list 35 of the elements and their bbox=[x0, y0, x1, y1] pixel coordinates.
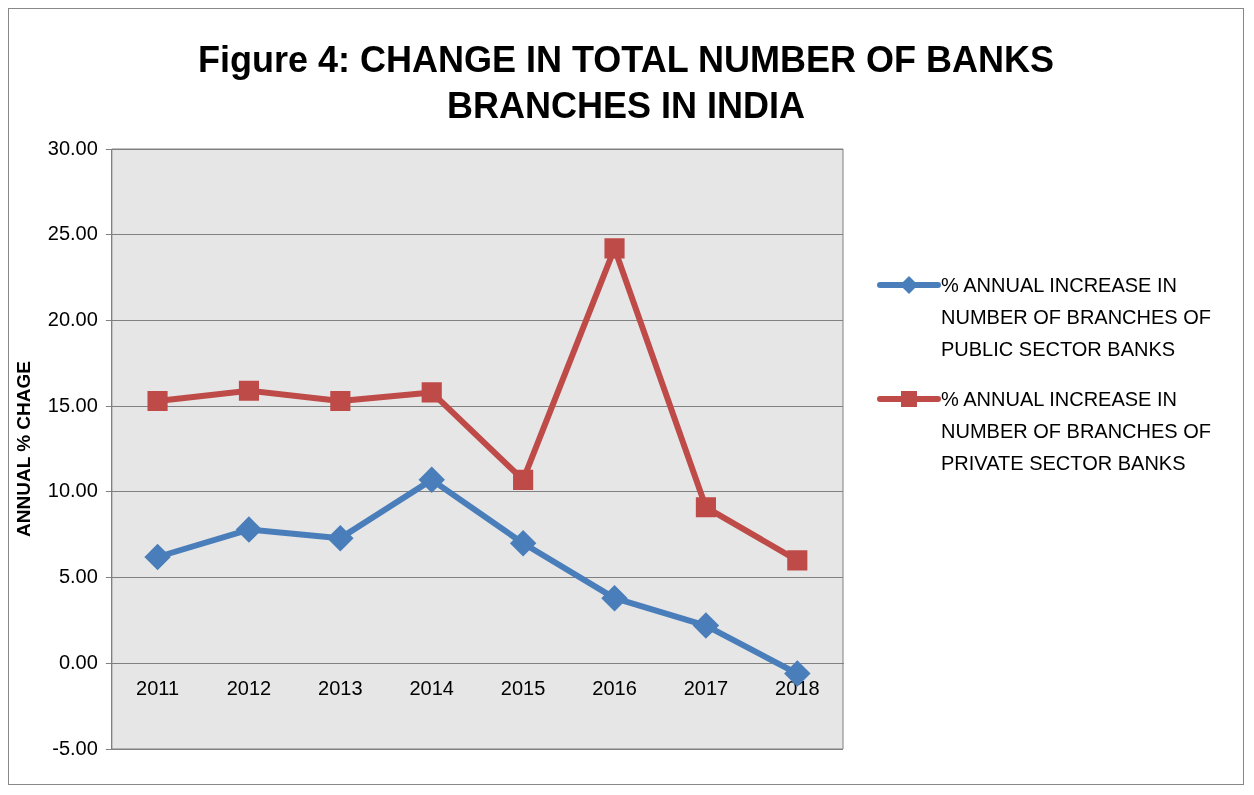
point bbox=[238, 380, 260, 401]
point bbox=[602, 586, 627, 611]
point bbox=[147, 390, 168, 412]
x-tick-label: 2018 bbox=[775, 676, 820, 699]
y-tick-label: 20.00 bbox=[47, 307, 98, 330]
y-tick-label: -5.00 bbox=[52, 736, 98, 759]
x-tick-label: 2013 bbox=[318, 676, 363, 699]
point bbox=[236, 517, 261, 542]
y-tick-label: 5.00 bbox=[58, 565, 98, 588]
y-axis-title: ANNUAL % CHAGE bbox=[12, 361, 34, 537]
legend-label: % ANNUAL INCREASE IN NUMBER OF BRANCHES OF PUBLIC SECTOR BANKS bbox=[941, 273, 1213, 362]
point bbox=[330, 390, 351, 412]
x-tick-label: 2014 bbox=[409, 676, 454, 699]
point bbox=[695, 497, 716, 518]
y-tick-label: 15.00 bbox=[47, 393, 98, 416]
legend-label: % ANNUAL INCREASE IN NUMBER OF BRANCHES OF PRIVATE SECTOR BANKS bbox=[941, 387, 1213, 476]
x-tick-label: 2015 bbox=[500, 676, 546, 699]
x-tick-label: 2012 bbox=[226, 676, 272, 699]
y-tick-label: 0.00 bbox=[58, 650, 98, 673]
point bbox=[511, 531, 536, 556]
y-tick-label: 25.00 bbox=[47, 222, 98, 245]
point bbox=[419, 467, 444, 492]
chart-title: Figure 4: CHANGE IN TOTAL NUMBER OF BANKS BRANCHES IN INDIA bbox=[197, 38, 1055, 128]
x-tick-label: 2016 bbox=[592, 676, 637, 699]
point bbox=[328, 526, 353, 551]
point bbox=[604, 238, 625, 259]
y-tick-label: 30.00 bbox=[47, 136, 98, 159]
point bbox=[787, 550, 808, 571]
point bbox=[513, 469, 534, 490]
y-tick-label: 10.00 bbox=[47, 479, 98, 502]
point bbox=[145, 545, 170, 569]
x-tick-label: 2017 bbox=[683, 676, 729, 699]
point bbox=[421, 382, 442, 403]
point bbox=[693, 613, 718, 638]
x-tick-label: 2011 bbox=[136, 676, 180, 699]
